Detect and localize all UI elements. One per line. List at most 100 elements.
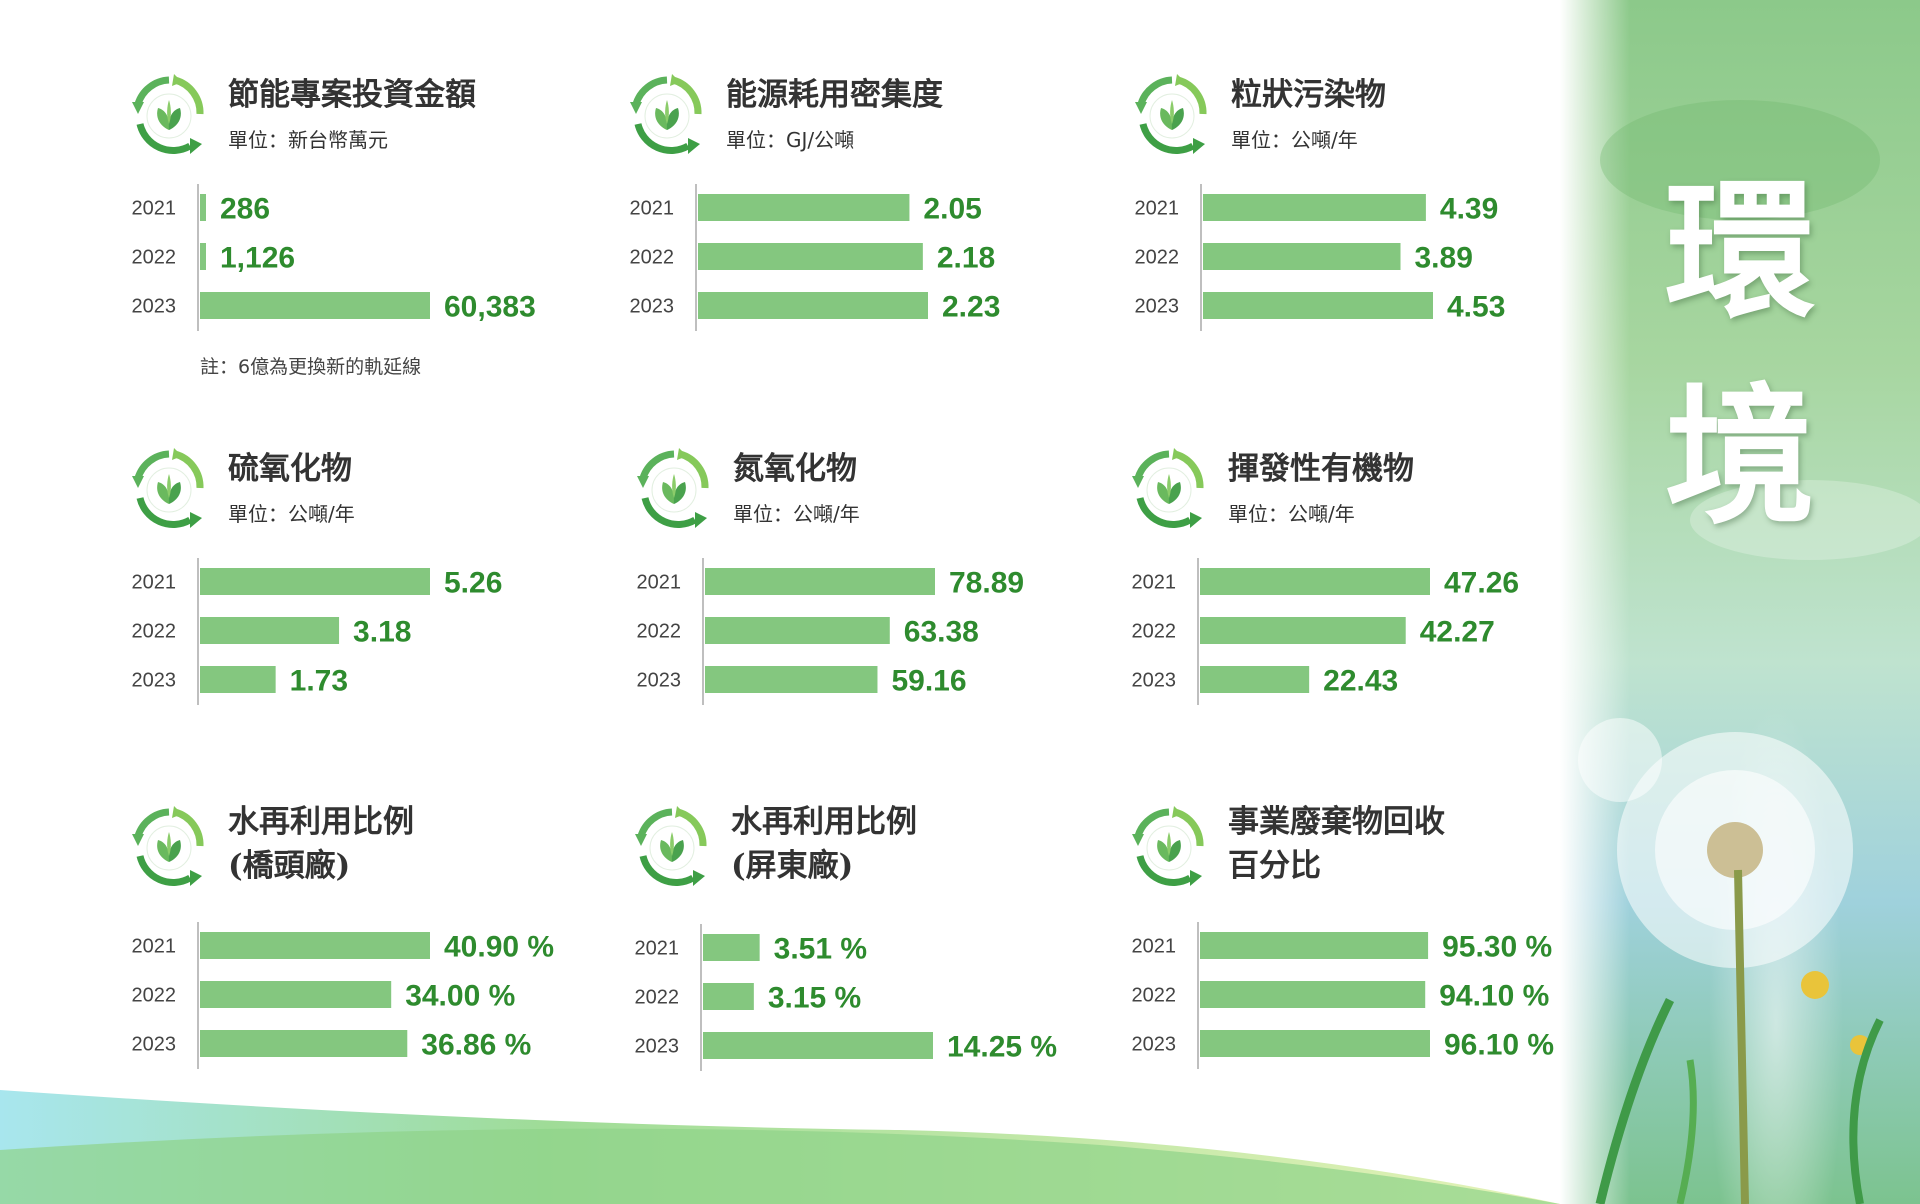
chart-title-line2: (屏東廠)	[731, 848, 854, 884]
bar	[200, 194, 206, 221]
chart-title: 硫氧化物	[228, 451, 352, 487]
y-tick-label: 2022	[1132, 985, 1177, 1007]
y-tick-label: 2022	[132, 621, 177, 643]
data-label: 59.16	[891, 665, 966, 698]
recycle-leaf-icon	[635, 806, 707, 886]
bar	[698, 243, 923, 270]
chart-title-line2: 百分比	[1228, 848, 1321, 884]
side-fade	[1560, 0, 1630, 1204]
bar-chart: 2021 3.51 % 2022 3.15 % 2023 14.25 %	[635, 924, 1057, 1071]
chart-card-1: 能源耗用密集度 單位：GJ/公噸 2021 2.05 2022 2.18 2023 2.2…	[628, 74, 1048, 384]
y-tick-label: 2022	[132, 247, 177, 269]
chart-title-line2: (橋頭廠)	[228, 848, 351, 884]
y-tick-label: 2021	[132, 572, 177, 594]
bar	[200, 292, 430, 319]
bar	[703, 983, 754, 1010]
recycle-leaf-icon	[132, 806, 204, 886]
chart-card-7: 水再利用比例 (屏東廠) 2021 3.51 % 2022 3.15 % 2023 14.…	[633, 804, 1057, 1116]
chart-unit: 單位：公噸/年	[733, 502, 860, 526]
bar-chart: 2021 78.89 2022 63.38 2023 59.16	[637, 558, 1024, 705]
bar	[200, 568, 430, 595]
data-label: 2.23	[942, 291, 1000, 324]
y-tick-label: 2021	[1132, 936, 1177, 958]
data-label: 47.26	[1444, 567, 1519, 600]
chart-footnote: 註：6億為更換新的軌延線	[200, 356, 422, 378]
bar-chart: 2021 4.39 2022 3.89 2023 4.53	[1135, 184, 1505, 331]
bar-chart: 2021 5.26 2022 3.18 2023 1.73	[132, 558, 502, 705]
bar	[703, 1032, 933, 1059]
chart-card-2: 粒狀污染物 單位：公噸/年 2021 4.39 2022 3.89 2023 4.53	[1133, 74, 1553, 384]
recycle-leaf-icon	[630, 74, 702, 154]
bar	[1203, 243, 1401, 270]
chart-title: 節能專案投資金額	[228, 77, 476, 113]
data-label: 5.26	[444, 567, 502, 600]
data-label: 94.10 %	[1439, 980, 1549, 1013]
bar	[1200, 617, 1406, 644]
bar	[705, 568, 935, 595]
y-tick-label: 2021	[1135, 198, 1180, 220]
y-tick-label: 2022	[635, 987, 680, 1009]
bar	[200, 666, 276, 693]
chart-title-line1: 水再利用比例	[731, 804, 917, 840]
data-label: 286	[220, 193, 270, 226]
data-label: 3.18	[353, 616, 411, 649]
y-tick-label: 2022	[1135, 247, 1180, 269]
chart-card-4: 氮氧化物 單位：公噸/年 2021 78.89 2022 63.38 2023 59.16	[635, 448, 1055, 758]
bar-chart: 2021 2.05 2022 2.18 2023 2.23	[630, 184, 1000, 331]
chart-card-0: 節能專案投資金額 單位：新台幣萬元 2021 286 2022 1,126 2023 60…	[130, 74, 550, 384]
y-tick-label: 2023	[132, 670, 177, 692]
y-tick-label: 2021	[132, 198, 177, 220]
bar	[200, 1030, 408, 1057]
chart-card-8: 事業廢棄物回收 百分比 2021 95.30 % 2022 94.10 % 2023 96…	[1130, 804, 1554, 1116]
bar	[1200, 1030, 1430, 1057]
bar-chart: 2021 40.90 % 2022 34.00 % 2023 36.86 %	[132, 922, 554, 1069]
data-label: 14.25 %	[947, 1031, 1057, 1064]
data-label: 1.73	[290, 665, 348, 698]
chart-title: 能源耗用密集度	[726, 77, 943, 113]
bar	[698, 292, 928, 319]
data-label: 95.30 %	[1442, 931, 1552, 964]
chart-card-5: 揮發性有機物 單位：公噸/年 2021 47.26 2022 42.27 2023 22.…	[1130, 448, 1550, 758]
chart-unit: 單位：公噸/年	[1231, 128, 1358, 152]
y-tick-label: 2023	[132, 1034, 177, 1056]
recycle-leaf-icon	[132, 448, 204, 528]
data-label: 34.00 %	[405, 980, 515, 1013]
bar-chart: 2021 47.26 2022 42.27 2023 22.43	[1132, 558, 1519, 705]
bar-chart: 2021 95.30 % 2022 94.10 % 2023 96.10 %	[1132, 922, 1554, 1069]
y-tick-label: 2023	[637, 670, 682, 692]
y-tick-label: 2023	[132, 296, 177, 318]
data-label: 96.10 %	[1444, 1029, 1554, 1062]
bar	[1200, 932, 1429, 959]
chart-title: 氮氧化物	[733, 451, 857, 487]
bar	[705, 666, 878, 693]
bar	[698, 194, 910, 221]
data-label: 60,383	[444, 291, 536, 324]
chart-title-line1: 水再利用比例	[228, 804, 414, 840]
chart-title: 水再利用比例 (橋頭廠)	[228, 800, 414, 888]
y-tick-label: 2021	[132, 936, 177, 958]
bar	[200, 617, 340, 644]
data-label: 40.90 %	[444, 931, 554, 964]
y-tick-label: 2023	[1132, 1034, 1177, 1056]
y-tick-label: 2021	[630, 198, 675, 220]
data-label: 63.38	[904, 616, 979, 649]
y-tick-label: 2022	[132, 985, 177, 1007]
y-tick-label: 2022	[630, 247, 675, 269]
y-tick-label: 2023	[1132, 670, 1177, 692]
data-label: 36.86 %	[421, 1029, 531, 1062]
dandelion-illustration	[1578, 100, 1920, 1204]
chart-unit: 單位：公噸/年	[228, 502, 355, 526]
data-label: 78.89	[949, 567, 1024, 600]
y-tick-label: 2023	[1135, 296, 1180, 318]
y-tick-label: 2021	[635, 938, 680, 960]
bar	[705, 617, 890, 644]
bar	[1200, 568, 1430, 595]
recycle-leaf-icon	[1132, 448, 1204, 528]
bar-chart: 2021 286 2022 1,126 2023 60,383	[132, 184, 536, 331]
data-label: 22.43	[1323, 665, 1398, 698]
bottom-wave	[0, 1090, 1560, 1204]
chart-unit: 單位：GJ/公噸	[726, 128, 855, 152]
data-label: 1,126	[220, 242, 295, 275]
chart-card-6: 水再利用比例 (橋頭廠) 2021 40.90 % 2022 34.00 % 2023 3…	[130, 804, 554, 1116]
bar	[1203, 292, 1433, 319]
